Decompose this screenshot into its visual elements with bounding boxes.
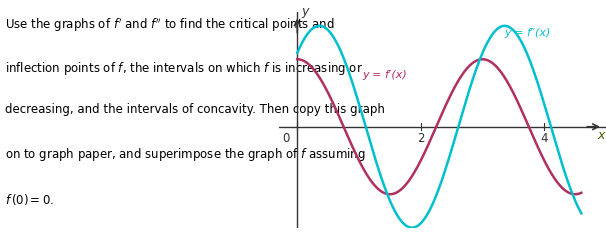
Text: Use the graphs of $f'$ and $f''$ to find the critical points and: Use the graphs of $f'$ and $f''$ to find… [5,17,335,34]
Text: 0: 0 [282,132,290,144]
Text: 4: 4 [541,132,548,144]
Text: y = f′(x): y = f′(x) [362,70,407,80]
Text: y: y [301,5,308,18]
Text: y = f″(x): y = f″(x) [504,28,550,38]
Text: $f\,(0) = 0.$: $f\,(0) = 0.$ [5,192,55,207]
Text: x: x [598,129,605,142]
Text: on to graph paper, and superimpose the graph of $f$ assuming: on to graph paper, and superimpose the g… [5,146,366,163]
Text: inflection points of $f$, the intervals on which $f$ is increasing or: inflection points of $f$, the intervals … [5,60,364,77]
Text: decreasing, and the intervals of concavity. Then copy this graph: decreasing, and the intervals of concavi… [5,103,385,116]
Text: 2: 2 [417,132,425,144]
